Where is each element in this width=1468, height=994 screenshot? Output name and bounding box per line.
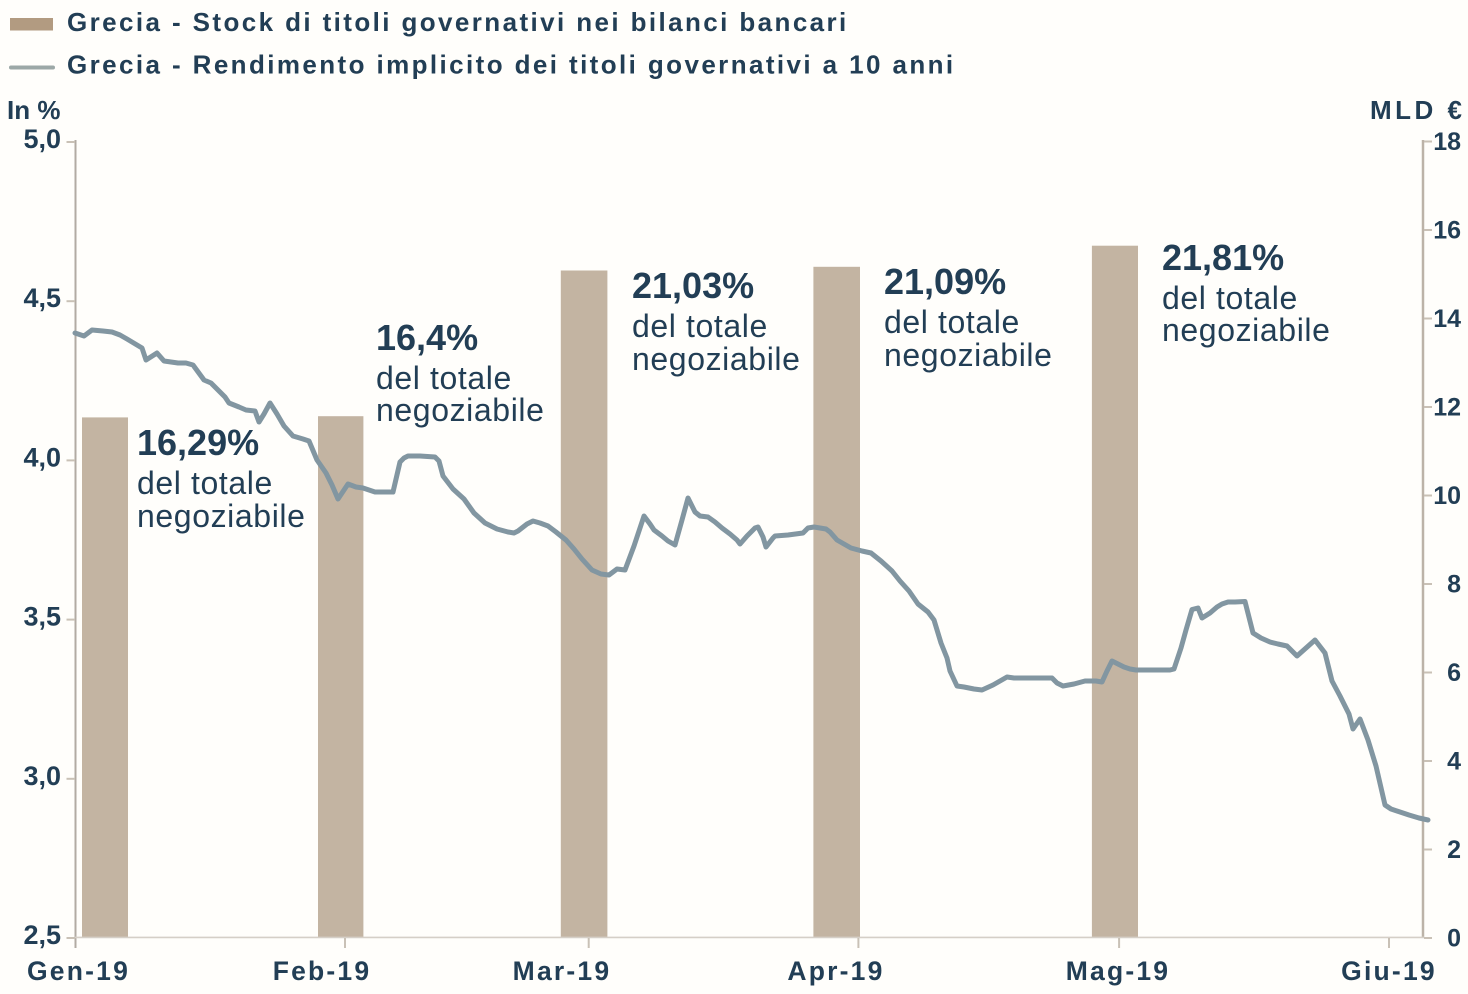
svg-text:del totale: del totale xyxy=(632,308,768,344)
svg-text:Grecia - Stock di titoli gover: Grecia - Stock di titoli governativi nei… xyxy=(67,7,849,37)
svg-text:16,29%: 16,29% xyxy=(137,422,259,463)
svg-text:negoziabile: negoziabile xyxy=(376,392,545,428)
svg-text:18: 18 xyxy=(1433,128,1461,156)
svg-text:14: 14 xyxy=(1433,305,1461,333)
svg-text:del totale: del totale xyxy=(884,304,1020,340)
svg-text:21,09%: 21,09% xyxy=(884,261,1006,302)
svg-text:Giu-19: Giu-19 xyxy=(1341,956,1437,986)
svg-text:16,4%: 16,4% xyxy=(376,317,478,358)
svg-text:Feb-19: Feb-19 xyxy=(273,956,372,986)
svg-text:In %: In % xyxy=(7,95,60,125)
svg-text:16: 16 xyxy=(1433,217,1461,245)
svg-text:21,03%: 21,03% xyxy=(632,265,754,306)
svg-text:Apr-19: Apr-19 xyxy=(787,956,884,986)
svg-text:4,0: 4,0 xyxy=(23,442,61,472)
svg-text:3,0: 3,0 xyxy=(23,761,61,791)
svg-text:21,81%: 21,81% xyxy=(1162,237,1284,278)
svg-text:8: 8 xyxy=(1447,571,1461,599)
svg-text:negoziabile: negoziabile xyxy=(137,498,306,534)
svg-text:10: 10 xyxy=(1433,482,1461,510)
svg-text:4: 4 xyxy=(1447,748,1461,776)
svg-text:3,5: 3,5 xyxy=(23,602,61,632)
svg-text:4,5: 4,5 xyxy=(23,283,61,313)
svg-text:12: 12 xyxy=(1433,394,1461,422)
svg-text:0: 0 xyxy=(1447,925,1461,953)
svg-text:Gen-19: Gen-19 xyxy=(27,956,130,986)
svg-text:negoziabile: negoziabile xyxy=(632,341,801,377)
svg-text:Mar-19: Mar-19 xyxy=(513,956,612,986)
svg-text:2,5: 2,5 xyxy=(23,920,61,950)
svg-text:del totale: del totale xyxy=(1162,280,1298,316)
svg-text:5,0: 5,0 xyxy=(23,124,61,154)
svg-text:Mag-19: Mag-19 xyxy=(1066,956,1171,986)
svg-text:del totale: del totale xyxy=(376,360,512,396)
svg-text:Grecia - Rendimento implicito: Grecia - Rendimento implicito dei titoli… xyxy=(67,50,956,80)
svg-text:negoziabile: negoziabile xyxy=(884,337,1053,373)
svg-text:del totale: del totale xyxy=(137,465,273,501)
svg-text:6: 6 xyxy=(1447,659,1461,687)
svg-text:2: 2 xyxy=(1447,836,1461,864)
svg-text:MLD €: MLD € xyxy=(1370,95,1466,125)
svg-text:negoziabile: negoziabile xyxy=(1162,312,1331,348)
